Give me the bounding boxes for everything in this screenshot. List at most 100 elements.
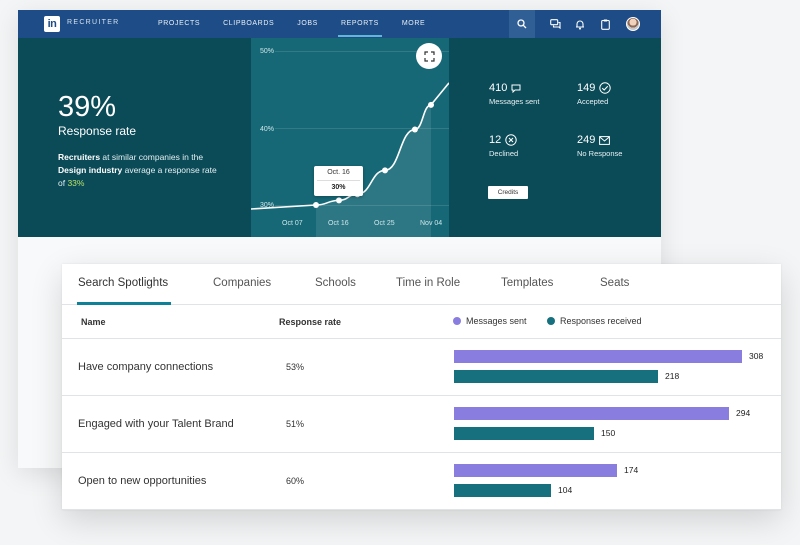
- response-rate-value: 39%: [58, 91, 117, 123]
- trend-line-tail: [430, 82, 449, 106]
- benchmark-rate: 33%: [67, 178, 85, 188]
- stat-label: Messages sent: [489, 97, 540, 106]
- y-tick-label: 50%: [260, 48, 275, 55]
- envelope-icon: [599, 135, 611, 145]
- x-circle-icon: [505, 134, 517, 146]
- data-point[interactable]: [411, 126, 418, 133]
- clipboard-button[interactable]: [595, 10, 615, 38]
- expand-icon: [423, 50, 435, 62]
- bar-value-label: 174: [624, 465, 639, 475]
- notifications-button[interactable]: [570, 10, 590, 38]
- column-name[interactable]: Name: [81, 317, 106, 327]
- search-icon: [517, 19, 527, 29]
- search-spotlights-panel: Search Spotlights Companies Schools Time…: [62, 264, 781, 510]
- trend-chart-svg: [251, 51, 449, 237]
- response-rate-label: Response rate: [58, 124, 137, 138]
- top-navigation-bar: in RECRUITER PROJECTS CLIPBOARDS JOBS RE…: [18, 10, 661, 38]
- legend-dot-purple: [453, 317, 461, 325]
- tab-schools[interactable]: Schools: [315, 277, 356, 289]
- bar-value-label: 218: [665, 371, 680, 381]
- table-header: Name Response rate Messages sent Respons…: [62, 305, 781, 339]
- response-trend-chart: 50% 40% 30% Oct 07 Oct 16 Oct 25 Nov 04 …: [251, 38, 449, 237]
- benchmark-description: Recruiters at similar companies in the D…: [58, 151, 218, 190]
- nav-clipboards[interactable]: CLIPBOARDS: [223, 20, 275, 27]
- nav-reports[interactable]: REPORTS: [337, 10, 382, 38]
- bar-value-label: 150: [601, 428, 616, 438]
- chart-tooltip: Oct. 16 30%: [314, 166, 363, 196]
- stat-value: 12: [489, 134, 502, 146]
- response-rate-summary: 39% Response rate Recruiters at similar …: [18, 38, 251, 237]
- tab-seats[interactable]: Seats: [600, 277, 630, 289]
- stat-no-response: 249 No Response: [577, 134, 622, 158]
- active-tab-indicator: [77, 302, 171, 305]
- nav-projects[interactable]: PROJECTS: [158, 20, 201, 27]
- stat-label: No Response: [577, 149, 623, 158]
- data-point[interactable]: [428, 101, 434, 108]
- legend-messages-sent: Messages sent: [453, 316, 527, 326]
- row-name: Have company connections: [78, 361, 214, 373]
- bar-messages-sent: [454, 464, 617, 477]
- trend-area: [316, 104, 431, 237]
- data-point[interactable]: [336, 197, 342, 204]
- trend-line-lead: [251, 204, 317, 210]
- data-point[interactable]: [382, 167, 388, 174]
- legend-label: Responses received: [560, 316, 642, 326]
- nav-more[interactable]: MORE: [401, 20, 426, 27]
- stat-value: 149: [577, 82, 596, 94]
- stat-declined: 12 Declined: [489, 134, 518, 158]
- y-tick-label: 40%: [260, 126, 275, 133]
- message-icon: [511, 84, 521, 93]
- stat-label: Accepted: [577, 97, 609, 106]
- stat-label: Declined: [489, 149, 519, 158]
- search-button[interactable]: [509, 10, 535, 38]
- bell-icon: [576, 20, 584, 30]
- messages-icon: [549, 19, 561, 29]
- stat-accepted: 149 Accepted: [577, 82, 612, 106]
- table-row[interactable]: Open to new opportunities 60% 174 104: [62, 453, 781, 510]
- linkedin-logo[interactable]: in: [44, 16, 60, 32]
- x-tick-label: Nov 04: [420, 220, 443, 227]
- x-tick-label: Oct 07: [282, 220, 303, 227]
- messages-button[interactable]: [545, 10, 565, 38]
- column-response-rate[interactable]: Response rate: [279, 317, 342, 327]
- stat-value: 249: [577, 134, 596, 146]
- row-response-rate: 53%: [286, 362, 305, 372]
- desc-bold-industry: Design industry: [58, 165, 123, 175]
- tab-templates[interactable]: Templates: [501, 277, 554, 289]
- report-tabs: Search Spotlights Companies Schools Time…: [62, 264, 781, 305]
- legend-responses-received: Responses received: [547, 316, 642, 326]
- message-stats: 410 Messages sent 149 Accepted 12 Declin…: [449, 38, 661, 237]
- data-point[interactable]: [313, 202, 319, 208]
- legend-label: Messages sent: [466, 316, 527, 326]
- tab-time-in-role[interactable]: Time in Role: [396, 277, 461, 289]
- table-row[interactable]: Have company connections 53% 308 218: [62, 339, 781, 396]
- tooltip-divider: [317, 180, 360, 181]
- table-row[interactable]: Engaged with your Talent Brand 51% 294 150: [62, 396, 781, 453]
- stat-messages-sent: 410 Messages sent: [489, 82, 539, 106]
- product-name: RECRUITER: [67, 19, 120, 26]
- bar-messages-sent: [454, 350, 742, 363]
- y-tick-label: 30%: [260, 202, 275, 209]
- bar-responses-received: [454, 370, 658, 383]
- row-name: Open to new opportunities: [78, 475, 207, 487]
- check-circle-icon: [599, 82, 612, 94]
- main-nav: PROJECTS CLIPBOARDS JOBS REPORTS MORE: [158, 10, 448, 38]
- row-response-rate: 60%: [286, 476, 305, 486]
- bar-value-label: 294: [736, 408, 751, 418]
- expand-chart-button[interactable]: [416, 43, 442, 69]
- credits-button[interactable]: Credits: [488, 186, 528, 199]
- stat-value: 410: [489, 82, 508, 94]
- bar-messages-sent: [454, 407, 729, 420]
- avatar[interactable]: [626, 17, 640, 31]
- tab-companies[interactable]: Companies: [213, 277, 272, 289]
- bar-responses-received: [454, 427, 594, 440]
- bar-value-label: 308: [749, 351, 764, 361]
- tooltip-value: 30%: [331, 184, 346, 191]
- x-tick-label: Oct 16: [328, 220, 349, 227]
- nav-jobs[interactable]: JOBS: [297, 20, 318, 27]
- x-tick-label: Oct 25: [374, 220, 395, 227]
- response-rate-banner: 39% Response rate Recruiters at similar …: [18, 38, 661, 237]
- tab-search-spotlights[interactable]: Search Spotlights: [78, 277, 169, 289]
- desc-bold-recruiters: Recruiters: [58, 152, 101, 162]
